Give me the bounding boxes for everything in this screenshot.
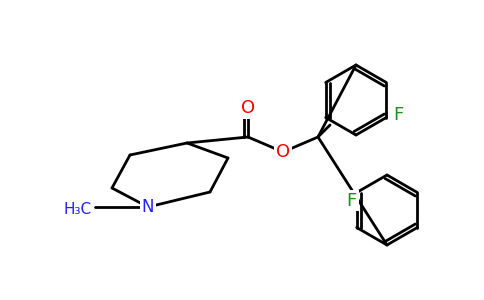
Text: F: F <box>393 106 404 124</box>
Text: O: O <box>276 143 290 161</box>
Text: H₃C: H₃C <box>64 202 92 217</box>
Text: O: O <box>241 99 255 117</box>
Text: N: N <box>142 198 154 216</box>
Text: F: F <box>347 191 357 209</box>
